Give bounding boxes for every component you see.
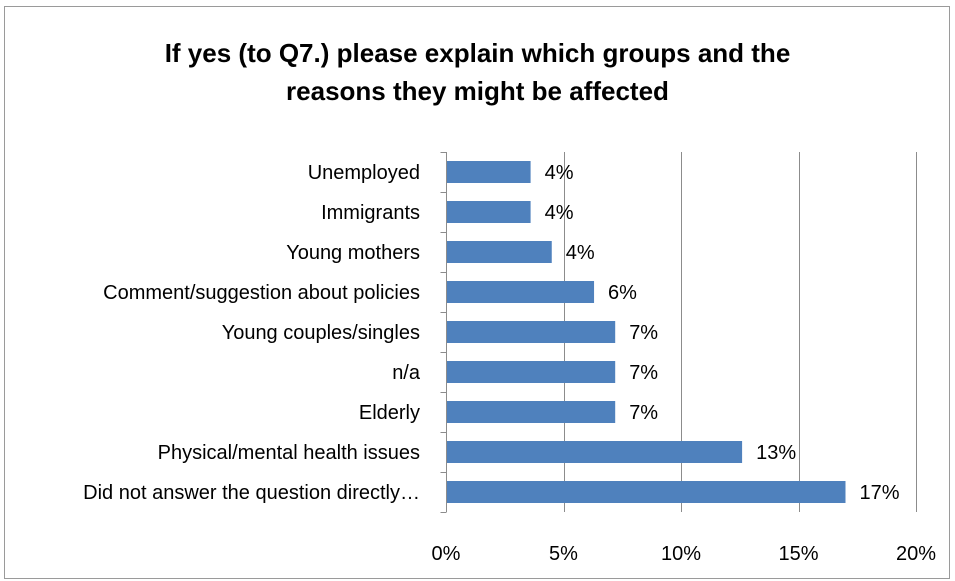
labels: 4% Unemployed 4% Immigrants 4% Young mothers 6… <box>83 162 936 565</box>
category-label: Elderly <box>359 402 420 424</box>
x-tick-label: 15% <box>778 543 818 565</box>
chart-title-line-1: If yes (to Q7.) please explain which gro… <box>164 38 791 68</box>
chart-title-line-2: reasons they might be affected <box>286 76 669 106</box>
data-label: 6% <box>608 282 637 304</box>
bar <box>447 281 595 303</box>
chart-title: If yes (to Q7.) please explain which gro… <box>0 34 955 110</box>
data-label: 13% <box>756 442 796 464</box>
category-label: Young couples/singles <box>222 322 420 344</box>
data-label: 7% <box>629 362 658 384</box>
axes <box>440 152 447 513</box>
data-label: 4% <box>545 162 574 184</box>
data-label: 4% <box>566 242 595 264</box>
data-label: 7% <box>629 402 658 424</box>
x-tick-label: 0% <box>432 543 461 565</box>
data-label: 17% <box>860 482 900 504</box>
category-label: Immigrants <box>321 202 420 224</box>
bar <box>447 401 616 423</box>
bar <box>447 201 531 223</box>
x-tick-label: 5% <box>549 543 578 565</box>
category-label: Did not answer the question directly… <box>83 482 420 504</box>
bar <box>447 481 846 503</box>
x-tick-label: 20% <box>896 543 936 565</box>
bars <box>447 161 846 503</box>
category-label: Comment/suggestion about policies <box>103 282 420 304</box>
data-label: 4% <box>545 202 574 224</box>
category-label: Unemployed <box>308 162 420 184</box>
category-label: Young mothers <box>286 242 420 264</box>
bar <box>447 161 531 183</box>
x-tick-label: 10% <box>661 543 701 565</box>
category-label: Physical/mental health issues <box>158 442 420 464</box>
bar <box>447 321 616 343</box>
category-label: n/a <box>392 362 421 384</box>
bar <box>447 441 743 463</box>
bar <box>447 241 552 263</box>
bar <box>447 361 616 383</box>
data-label: 7% <box>629 322 658 344</box>
